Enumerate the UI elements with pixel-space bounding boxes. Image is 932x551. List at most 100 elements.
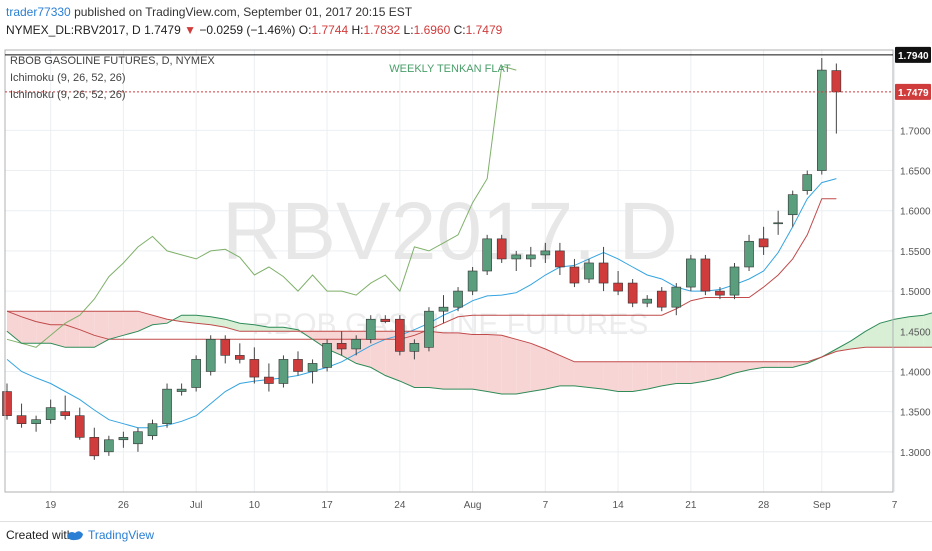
candle-down <box>555 242 565 276</box>
candle-down <box>627 279 638 308</box>
candle-body <box>351 339 362 350</box>
ichimoku-cloud-segment <box>647 361 662 390</box>
candle-up <box>816 58 827 175</box>
candle-body <box>656 290 667 308</box>
candle-body <box>16 415 27 424</box>
candle-body <box>293 359 303 372</box>
ichimoku-cloud-segment <box>923 312 932 348</box>
ichimoku-cloud-segment <box>909 315 924 348</box>
price-chart[interactable]: RBV2017, D RBOB GASOLINE FUTURES 1.30001… <box>0 44 932 521</box>
ichimoku-cloud-segment <box>778 361 793 368</box>
candle-up <box>133 427 143 452</box>
candle-body <box>453 290 463 308</box>
candle-up <box>453 287 463 312</box>
candle-body <box>715 290 725 296</box>
created-with-label: Created with <box>6 528 74 542</box>
candle-down <box>656 287 667 312</box>
candle-down <box>264 363 274 392</box>
ohlc-readout: NYMEX_DL:RBV2017, D 1.7479 ▼ −0.0259 (−1… <box>6 23 502 37</box>
candle-up <box>467 266 478 296</box>
candle-body <box>671 286 682 308</box>
legend-ichimoku-2[interactable]: Ichimoku (9, 26, 52, 26) <box>10 89 126 101</box>
candle-up <box>482 234 492 276</box>
candle-body <box>496 238 507 260</box>
candle-down <box>496 234 507 263</box>
candle-body <box>147 423 158 437</box>
y-tick-label: 1.3000 <box>900 448 931 459</box>
candle-up <box>45 399 56 424</box>
x-tick-label: Jul <box>190 500 203 511</box>
ichimoku-cloud-segment <box>516 339 531 394</box>
candle-up <box>278 355 289 388</box>
candle-down <box>220 335 231 364</box>
candle-down <box>758 226 769 255</box>
candle-down <box>336 331 347 356</box>
open-label: O: <box>298 23 312 37</box>
ichimoku-cloud-segment <box>487 334 502 394</box>
ichimoku-cloud-segment <box>559 355 575 386</box>
candle-body <box>802 174 813 191</box>
candle-up <box>802 170 813 195</box>
candle-body <box>133 431 143 445</box>
author-link[interactable]: trader77330 <box>6 5 71 19</box>
candle-body <box>264 376 274 384</box>
candle-up <box>584 258 594 284</box>
candle-down <box>249 347 260 384</box>
high-label: H: <box>351 23 364 37</box>
ichimoku-cloud-segment <box>880 319 895 348</box>
open-value: 1.7744 <box>311 23 349 37</box>
tradingview-brand-link[interactable]: TradingView <box>88 528 155 542</box>
candle-down <box>380 315 391 324</box>
candle-body <box>60 411 71 416</box>
candle-up <box>773 210 783 235</box>
publish-text: published on TradingView.com, September … <box>74 5 413 19</box>
candle-down <box>60 395 71 420</box>
candle-body <box>395 318 405 352</box>
ichimoku-cloud-segment <box>690 361 706 384</box>
tradingview-logo-icon <box>67 531 83 541</box>
candle-down <box>89 427 100 460</box>
low-value: 1.6960 <box>413 23 451 37</box>
candle-up <box>205 335 216 376</box>
candle-body <box>249 359 260 378</box>
x-tick-label: 17 <box>322 500 334 511</box>
x-tick-label: 26 <box>118 500 130 511</box>
y-tick-label: 1.4500 <box>900 327 931 338</box>
x-tick-label: 14 <box>613 500 625 511</box>
candle-up <box>540 242 551 263</box>
ichimoku-cloud-segment <box>458 332 473 390</box>
y-tick-label: 1.6500 <box>900 167 931 178</box>
candle-body <box>729 266 740 296</box>
x-tick-label: Aug <box>464 500 482 511</box>
series-kijun-sen <box>6 198 837 340</box>
candle-body <box>424 310 434 348</box>
ichimoku-cloud-segment <box>545 348 560 390</box>
candle-up <box>409 339 420 360</box>
candle-body <box>45 407 56 420</box>
candle-up <box>511 250 522 271</box>
y-tick-label: 1.6000 <box>900 207 931 218</box>
candle-up <box>729 262 740 300</box>
x-tick-label: 28 <box>758 500 770 511</box>
candle-up <box>191 355 201 392</box>
candle-down <box>2 383 12 420</box>
close-value: 1.7479 <box>465 23 503 37</box>
ichimoku-cloud-segment <box>836 340 851 352</box>
ichimoku-cloud-segment <box>632 361 648 392</box>
legend-ichimoku-1[interactable]: Ichimoku (9, 26, 52, 26) <box>10 72 126 84</box>
candle-up <box>307 359 318 384</box>
ichimoku-cloud-segment <box>254 324 269 332</box>
candle-body <box>555 250 565 268</box>
candle-up <box>104 435 114 456</box>
candle-body <box>598 262 609 284</box>
chart-annotation: WEEKLY TENKAN FLAT <box>389 63 511 75</box>
candle-body <box>380 318 391 322</box>
candle-down <box>293 351 303 376</box>
y-tick-label: 1.3500 <box>900 408 931 419</box>
candle-down <box>569 258 580 288</box>
footer: Created with TradingView <box>0 521 932 551</box>
ichimoku-cloud-segment <box>94 311 109 348</box>
x-tick-label: 7 <box>543 500 549 511</box>
ichimoku-cloud-segment <box>36 311 51 344</box>
candle-body <box>511 254 522 260</box>
